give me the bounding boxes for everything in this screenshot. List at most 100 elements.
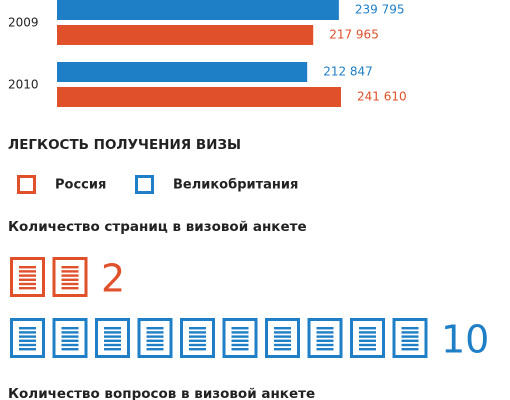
value-label: 217 965 bbox=[329, 28, 379, 42]
icon-line bbox=[189, 335, 206, 338]
icon-line bbox=[146, 348, 164, 351]
icon-line bbox=[61, 270, 79, 273]
icon-line bbox=[316, 343, 334, 347]
legend-label: Россия bbox=[55, 178, 106, 193]
icon-line bbox=[231, 335, 249, 338]
icon-line bbox=[316, 331, 334, 334]
icon-line bbox=[61, 287, 79, 290]
value-label: 212 847 bbox=[323, 65, 373, 79]
icon-line bbox=[189, 339, 206, 342]
icon-line bbox=[146, 327, 164, 330]
icon-line bbox=[189, 327, 206, 330]
page-icon bbox=[265, 318, 300, 358]
icon-line bbox=[274, 348, 291, 351]
icon-line bbox=[19, 339, 36, 342]
icon-line bbox=[19, 327, 36, 330]
icon-line bbox=[189, 331, 206, 334]
icon-line bbox=[274, 327, 291, 330]
icon-line bbox=[104, 335, 121, 338]
icon-line bbox=[61, 282, 79, 286]
icon-line bbox=[189, 343, 206, 347]
icon-line bbox=[146, 339, 164, 342]
icon-line bbox=[274, 343, 291, 347]
page-icon bbox=[10, 318, 45, 358]
bar bbox=[57, 87, 341, 107]
page-icon bbox=[180, 318, 215, 358]
page-icon bbox=[52, 257, 88, 297]
icon-line bbox=[146, 343, 164, 347]
count-label: 10 bbox=[441, 318, 489, 362]
icon-line bbox=[61, 331, 79, 334]
icon-line bbox=[274, 335, 291, 338]
icon-line bbox=[146, 331, 164, 334]
icon-line bbox=[104, 343, 121, 347]
icon-line bbox=[274, 331, 291, 334]
icon-line bbox=[231, 327, 249, 330]
section-title: ЛЕГКОСТЬ ПОЛУЧЕНИЯ ВИЗЫ bbox=[8, 137, 241, 153]
icon-line bbox=[61, 274, 79, 277]
value-label: 241 610 bbox=[357, 90, 407, 104]
icon-line bbox=[316, 335, 334, 338]
icon-line bbox=[316, 348, 334, 351]
icon-line bbox=[401, 343, 419, 347]
icon-group bbox=[10, 318, 428, 358]
icon-line bbox=[61, 343, 79, 347]
icon-line bbox=[146, 335, 164, 338]
icon-line bbox=[19, 278, 36, 281]
icon-line bbox=[231, 339, 249, 342]
icon-line bbox=[401, 335, 419, 338]
icon-line bbox=[19, 270, 36, 273]
category-label: 2009 bbox=[8, 16, 39, 30]
legend-swatch bbox=[135, 175, 154, 194]
page-icon bbox=[307, 318, 343, 358]
legend-swatch bbox=[17, 175, 36, 194]
icon-line bbox=[401, 348, 419, 351]
bar bbox=[57, 62, 308, 82]
page-icon bbox=[10, 257, 45, 297]
icon-line bbox=[61, 335, 79, 338]
chart-title: Количество страниц в визовой анкете bbox=[8, 219, 307, 235]
icon-line bbox=[316, 327, 334, 330]
icon-line bbox=[61, 348, 79, 351]
icon-line bbox=[61, 278, 79, 281]
icon-line bbox=[19, 266, 36, 269]
icon-line bbox=[104, 339, 121, 342]
icon-line bbox=[61, 266, 79, 269]
icon-line bbox=[61, 339, 79, 342]
icon-line bbox=[189, 348, 206, 351]
icon-group bbox=[10, 257, 88, 297]
bar bbox=[57, 25, 314, 45]
icon-line bbox=[104, 327, 121, 330]
icon-line bbox=[19, 335, 36, 338]
icon-line bbox=[359, 348, 376, 351]
page-icon bbox=[392, 318, 428, 358]
icon-line bbox=[19, 348, 36, 351]
icon-line bbox=[104, 331, 121, 334]
category-label: 2010 bbox=[8, 78, 39, 92]
icon-line bbox=[401, 331, 419, 334]
page-icon bbox=[350, 318, 385, 358]
icon-line bbox=[19, 343, 36, 347]
page-icon bbox=[95, 318, 130, 358]
icon-line bbox=[19, 274, 36, 277]
page-icon bbox=[137, 318, 173, 358]
icon-line bbox=[359, 343, 376, 347]
icon-line bbox=[231, 348, 249, 351]
icon-line bbox=[231, 331, 249, 334]
icon-line bbox=[274, 339, 291, 342]
next-title: Количество вопросов в визовой анкете bbox=[8, 386, 315, 400]
icon-line bbox=[401, 327, 419, 330]
icon-line bbox=[359, 339, 376, 342]
page-icon bbox=[52, 318, 88, 358]
icon-line bbox=[316, 339, 334, 342]
icon-line bbox=[359, 327, 376, 330]
icon-line bbox=[231, 343, 249, 347]
icon-line bbox=[359, 335, 376, 338]
icon-line bbox=[19, 331, 36, 334]
icon-line bbox=[19, 287, 36, 290]
icon-line bbox=[104, 348, 121, 351]
icon-line bbox=[359, 331, 376, 334]
bar bbox=[57, 0, 339, 20]
icon-line bbox=[19, 282, 36, 286]
